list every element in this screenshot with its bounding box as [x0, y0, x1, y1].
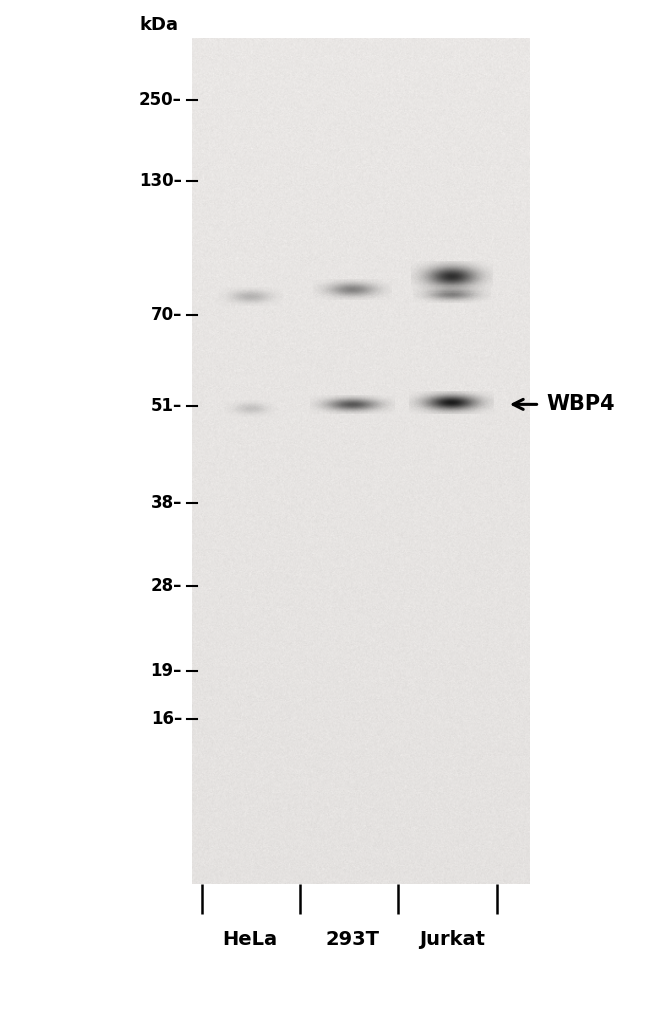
Text: 293T: 293T — [325, 930, 380, 949]
Text: kDa: kDa — [140, 15, 179, 34]
Text: 28–: 28– — [151, 577, 182, 595]
Text: 130–: 130– — [139, 172, 182, 190]
Text: 38–: 38– — [151, 494, 182, 512]
Text: 19–: 19– — [151, 661, 182, 680]
Text: HeLa: HeLa — [223, 930, 278, 949]
Text: 70–: 70– — [151, 306, 182, 324]
Text: 16–: 16– — [151, 710, 182, 728]
Text: Jurkat: Jurkat — [419, 930, 485, 949]
Text: 250–: 250– — [139, 90, 182, 109]
Text: WBP4: WBP4 — [546, 394, 615, 415]
Text: 51–: 51– — [151, 397, 182, 416]
